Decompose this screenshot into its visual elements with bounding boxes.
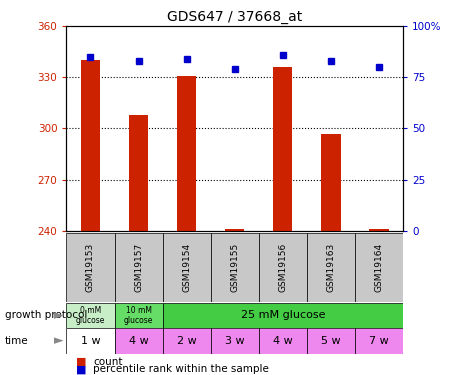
Text: GSM19157: GSM19157 bbox=[134, 243, 143, 292]
Bar bbox=[66, 232, 114, 302]
Text: 0 mM
glucose: 0 mM glucose bbox=[76, 306, 105, 325]
Text: 4 w: 4 w bbox=[273, 336, 293, 346]
Text: GSM19153: GSM19153 bbox=[86, 243, 95, 292]
Text: 25 mM glucose: 25 mM glucose bbox=[240, 310, 325, 320]
Bar bbox=[114, 232, 163, 302]
Text: GSM19164: GSM19164 bbox=[375, 243, 383, 292]
Bar bbox=[163, 303, 403, 328]
Bar bbox=[177, 76, 196, 231]
Bar bbox=[273, 67, 292, 231]
Text: growth protocol: growth protocol bbox=[5, 310, 87, 320]
Bar bbox=[259, 232, 307, 302]
Bar bbox=[163, 232, 211, 302]
Bar bbox=[259, 328, 307, 354]
Text: percentile rank within the sample: percentile rank within the sample bbox=[93, 364, 269, 374]
Bar bbox=[321, 134, 340, 231]
Text: GSM19163: GSM19163 bbox=[327, 243, 335, 292]
Text: GSM19154: GSM19154 bbox=[182, 243, 191, 292]
Bar bbox=[114, 328, 163, 354]
Text: GSM19156: GSM19156 bbox=[278, 243, 287, 292]
Bar bbox=[81, 60, 100, 231]
Text: ►: ► bbox=[54, 309, 64, 322]
Bar bbox=[369, 229, 388, 231]
Bar bbox=[66, 303, 114, 328]
Bar bbox=[163, 328, 211, 354]
Text: ■: ■ bbox=[76, 357, 86, 367]
Text: 2 w: 2 w bbox=[177, 336, 196, 346]
Bar bbox=[114, 303, 163, 328]
Text: 4 w: 4 w bbox=[129, 336, 148, 346]
Bar bbox=[225, 229, 244, 231]
Text: ►: ► bbox=[54, 334, 64, 347]
Text: 3 w: 3 w bbox=[225, 336, 245, 346]
Text: time: time bbox=[5, 336, 28, 346]
Bar bbox=[307, 328, 355, 354]
Title: GDS647 / 37668_at: GDS647 / 37668_at bbox=[167, 10, 302, 24]
Bar bbox=[355, 328, 403, 354]
Bar bbox=[307, 232, 355, 302]
Bar bbox=[211, 232, 259, 302]
Bar bbox=[211, 328, 259, 354]
Text: count: count bbox=[93, 357, 122, 367]
Text: 1 w: 1 w bbox=[81, 336, 100, 346]
Bar bbox=[129, 115, 148, 231]
Bar bbox=[355, 232, 403, 302]
Text: 10 mM
glucose: 10 mM glucose bbox=[124, 306, 153, 325]
Text: 7 w: 7 w bbox=[369, 336, 389, 346]
Text: ■: ■ bbox=[76, 364, 86, 374]
Text: 5 w: 5 w bbox=[321, 336, 341, 346]
Bar bbox=[66, 328, 114, 354]
Text: GSM19155: GSM19155 bbox=[230, 243, 239, 292]
